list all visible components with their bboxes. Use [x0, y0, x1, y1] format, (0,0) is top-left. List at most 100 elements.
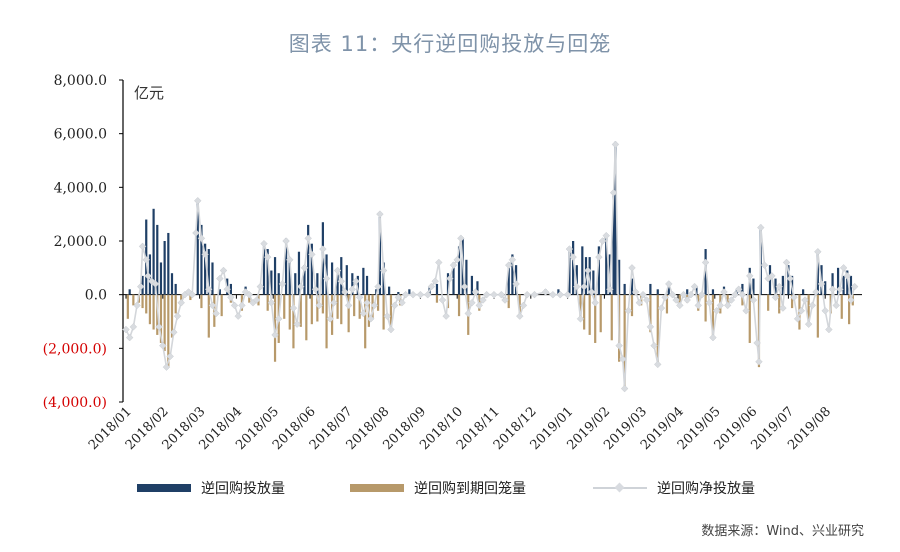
mature-bar	[353, 294, 356, 317]
net-point	[431, 277, 439, 286]
mature-bar	[141, 294, 144, 309]
net-point	[490, 290, 498, 299]
inject-bar	[588, 257, 591, 295]
net-point	[409, 290, 417, 299]
net-point	[482, 290, 491, 299]
net-point	[471, 288, 480, 296]
inject-bar	[752, 278, 755, 295]
net-point	[435, 258, 443, 267]
inject-bar	[167, 232, 170, 295]
mature-bar	[656, 294, 659, 365]
mature-bar	[126, 294, 129, 319]
net-point	[424, 290, 432, 299]
inject-bar	[507, 267, 510, 295]
net-point	[159, 341, 167, 350]
inject-bar	[623, 283, 626, 295]
inject-bar	[297, 251, 301, 295]
y-axis-unit: 亿元	[134, 84, 165, 102]
inject-bar	[446, 273, 450, 295]
mature-bar	[382, 294, 385, 330]
inject-bar	[128, 289, 131, 295]
y-tick-label: 8,000.0	[54, 73, 107, 89]
legend-swatch-inject	[137, 484, 191, 492]
chart-title: 图表 11：央行逆回购投放与回笼	[288, 32, 612, 56]
net-point	[427, 282, 436, 291]
net-point	[457, 234, 465, 243]
net-point	[129, 323, 138, 331]
net-point	[556, 290, 564, 299]
net-point	[512, 280, 520, 288]
legend-swatch-net	[593, 483, 647, 493]
net-point	[738, 290, 747, 299]
net-point	[786, 274, 794, 283]
inject-bar	[218, 289, 221, 295]
net-point	[337, 277, 346, 286]
mature-bar	[507, 294, 510, 309]
mature-bar	[200, 294, 203, 309]
inject-bar	[612, 192, 615, 295]
mature-bar	[665, 294, 669, 314]
net-point	[523, 290, 531, 299]
net-point	[260, 239, 268, 248]
net-point	[573, 282, 581, 291]
inject-bar	[816, 251, 819, 295]
net-point	[731, 290, 739, 299]
mature-bar	[376, 294, 380, 311]
inject-bar	[667, 286, 670, 295]
net-point	[390, 301, 399, 310]
inject-bar	[345, 265, 348, 295]
inject-bar	[802, 289, 805, 295]
net-point	[387, 325, 395, 334]
mature-bar	[726, 294, 729, 309]
net-point	[705, 298, 714, 307]
inject-bar	[356, 275, 359, 295]
legend-swatch-mature	[350, 484, 404, 492]
net-point	[541, 288, 550, 296]
net-point	[197, 234, 206, 243]
net-point	[631, 288, 640, 296]
inject-bar	[351, 273, 354, 295]
legend: 逆回购投放量 逆回购到期回笼量 逆回购净投放量	[0, 478, 900, 502]
net-point	[828, 285, 837, 294]
net-point	[665, 280, 673, 288]
mature-bar	[170, 294, 174, 338]
inject-bar	[836, 267, 840, 295]
mature-bar	[816, 294, 819, 338]
inject-bar	[592, 270, 595, 295]
inject-bar	[336, 270, 339, 295]
mature-bar	[767, 294, 770, 311]
net-line-layer	[122, 140, 859, 393]
inject-bar	[630, 278, 634, 295]
net-point	[308, 250, 316, 259]
net-point	[746, 272, 754, 280]
net-point	[212, 309, 220, 318]
mature-bar	[174, 294, 177, 314]
net-point	[230, 301, 239, 310]
mature-bar	[292, 294, 295, 349]
net-point	[442, 312, 450, 320]
net-point	[188, 290, 196, 299]
y-tick-label: 4,000.0	[54, 180, 107, 196]
net-point	[817, 280, 826, 288]
net-point	[642, 296, 651, 304]
net-point	[333, 266, 342, 275]
net-point	[148, 277, 156, 286]
inject-bar	[831, 273, 834, 295]
net-point	[563, 290, 572, 299]
mature-bar	[704, 294, 707, 322]
inject-bar	[614, 141, 617, 295]
net-point	[475, 301, 484, 310]
net-point	[591, 298, 599, 307]
inject-bar	[581, 246, 584, 295]
mature-bar	[145, 294, 148, 314]
inject-bar	[200, 224, 203, 295]
net-point	[352, 277, 360, 286]
mature-bar	[610, 294, 613, 341]
inject-bar	[408, 289, 411, 295]
mature-bar	[321, 294, 324, 314]
net-point	[709, 333, 717, 342]
net-point	[227, 293, 235, 302]
net-point	[341, 288, 349, 296]
mature-bar	[457, 294, 461, 317]
